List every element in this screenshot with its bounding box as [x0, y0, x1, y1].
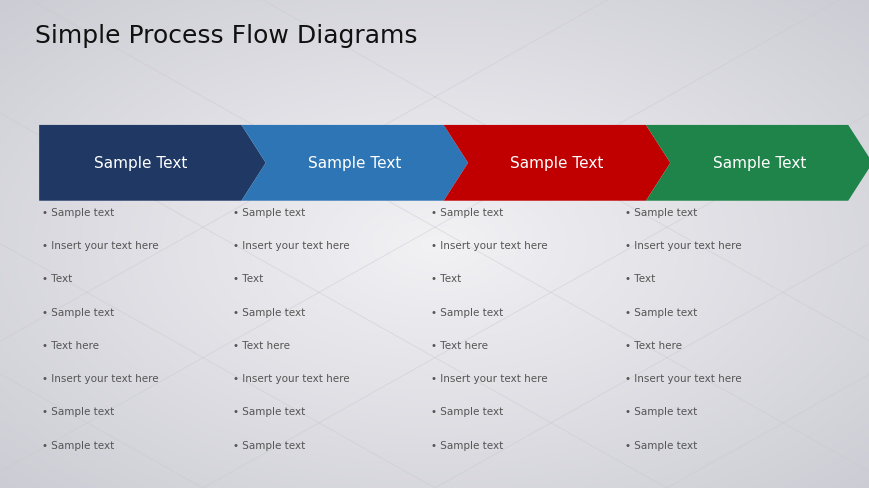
- Text: • Sample text: • Sample text: [42, 407, 114, 416]
- Text: • Insert your text here: • Insert your text here: [42, 241, 158, 250]
- Text: Sample Text: Sample Text: [308, 156, 401, 171]
- Text: • Text: • Text: [430, 274, 461, 284]
- Text: • Sample text: • Sample text: [233, 207, 305, 217]
- Text: • Insert your text here: • Insert your text here: [430, 241, 547, 250]
- Text: • Insert your text here: • Insert your text here: [42, 373, 158, 383]
- Text: • Sample text: • Sample text: [42, 440, 114, 449]
- Text: • Text: • Text: [233, 274, 263, 284]
- Text: • Sample text: • Sample text: [233, 440, 305, 449]
- Text: • Insert your text here: • Insert your text here: [233, 241, 349, 250]
- Polygon shape: [443, 125, 670, 201]
- Text: Sample Text: Sample Text: [510, 156, 603, 171]
- Text: • Sample text: • Sample text: [624, 440, 696, 449]
- Text: • Sample text: • Sample text: [624, 307, 696, 317]
- Text: • Text here: • Text here: [233, 340, 290, 350]
- Text: • Insert your text here: • Insert your text here: [624, 373, 740, 383]
- Polygon shape: [645, 125, 869, 201]
- Text: • Text here: • Text here: [624, 340, 681, 350]
- Text: • Sample text: • Sample text: [430, 407, 502, 416]
- Polygon shape: [241, 125, 468, 201]
- Text: • Sample text: • Sample text: [430, 307, 502, 317]
- Text: Sample Text: Sample Text: [712, 156, 805, 171]
- Text: • Sample text: • Sample text: [430, 440, 502, 449]
- Text: • Text: • Text: [42, 274, 72, 284]
- Text: • Sample text: • Sample text: [42, 307, 114, 317]
- Text: • Insert your text here: • Insert your text here: [430, 373, 547, 383]
- Text: Simple Process Flow Diagrams: Simple Process Flow Diagrams: [35, 24, 417, 48]
- Text: • Sample text: • Sample text: [624, 407, 696, 416]
- Text: • Sample text: • Sample text: [430, 207, 502, 217]
- Text: • Sample text: • Sample text: [233, 307, 305, 317]
- Text: • Sample text: • Sample text: [42, 207, 114, 217]
- Text: • Sample text: • Sample text: [233, 407, 305, 416]
- Text: • Insert your text here: • Insert your text here: [233, 373, 349, 383]
- Polygon shape: [39, 125, 266, 201]
- Text: • Text here: • Text here: [42, 340, 99, 350]
- Text: • Sample text: • Sample text: [624, 207, 696, 217]
- Text: • Text here: • Text here: [430, 340, 488, 350]
- Text: • Insert your text here: • Insert your text here: [624, 241, 740, 250]
- Text: Sample Text: Sample Text: [94, 156, 187, 171]
- Text: • Text: • Text: [624, 274, 654, 284]
